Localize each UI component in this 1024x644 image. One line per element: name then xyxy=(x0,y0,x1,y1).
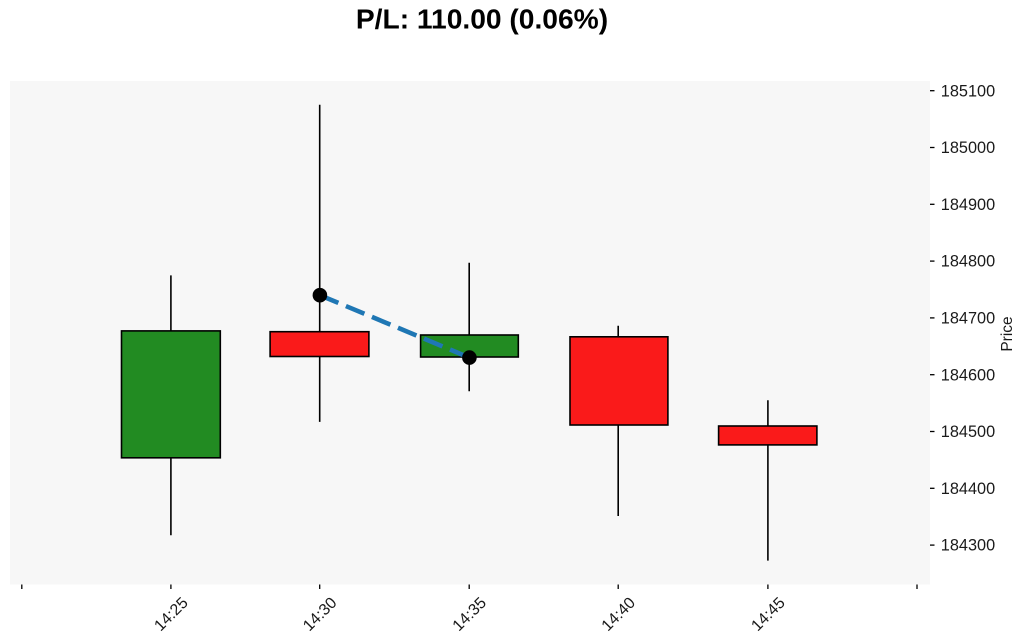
svg-text:184700: 184700 xyxy=(941,310,995,328)
svg-text:184500: 184500 xyxy=(941,423,995,441)
svg-text:185100: 185100 xyxy=(941,82,995,100)
svg-text:184800: 184800 xyxy=(941,253,995,271)
svg-text:184400: 184400 xyxy=(941,480,995,498)
svg-text:184300: 184300 xyxy=(941,537,995,555)
svg-text:P/L: 110.00 (0.06%): P/L: 110.00 (0.06%) xyxy=(356,3,608,35)
svg-text:185000: 185000 xyxy=(941,139,995,157)
svg-text:184900: 184900 xyxy=(941,196,995,214)
svg-text:184600: 184600 xyxy=(941,366,995,384)
svg-text:Price: Price xyxy=(999,316,1016,351)
